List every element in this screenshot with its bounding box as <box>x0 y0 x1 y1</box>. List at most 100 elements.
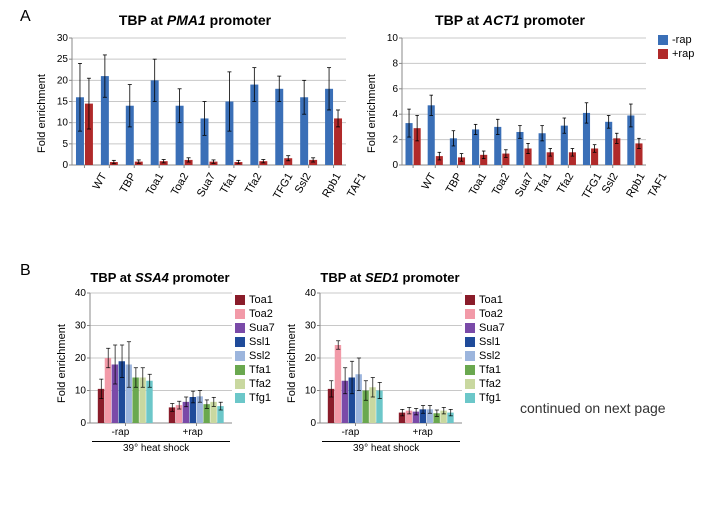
title-gene: PMA1 <box>167 12 206 28</box>
legend-swatch-plus <box>658 49 668 59</box>
legend-item: Ssl1 <box>465 336 505 348</box>
x-tick-label: WT <box>91 171 110 192</box>
legend-swatch <box>465 337 475 347</box>
legend-item: Toa2 <box>235 308 275 320</box>
title-gene: ACT1 <box>483 12 520 28</box>
chart-act1: TBP at ACT1 promoter Fold enrichment 024… <box>370 12 650 199</box>
legend-item: Sua7 <box>465 322 505 334</box>
legend-item: Toa1 <box>235 294 275 306</box>
panel-a: TBP at PMA1 promoter Fold enrichment 051… <box>40 12 710 232</box>
x-tick-label: Sua7 <box>195 171 218 199</box>
condition-label: -rap <box>342 427 360 438</box>
legend-swatch <box>465 379 475 389</box>
title-text: TBP at <box>119 12 167 28</box>
legend-item: Tfa2 <box>235 378 275 390</box>
chart-ssa4-title: TBP at SSA4 promoter <box>60 270 260 285</box>
svg-text:10: 10 <box>305 386 317 397</box>
legend-item: Tfa1 <box>465 364 505 376</box>
title-text: promoter <box>206 12 271 28</box>
svg-text:20: 20 <box>305 353 317 364</box>
x-ticks-act1: WTTBPToa1Toa2Sua7Tfa1Tfa2TFG1Ssl2Rpb1TAF… <box>370 34 650 199</box>
legend-label: Sua7 <box>249 322 275 334</box>
legend-label: Toa2 <box>249 308 273 320</box>
title-text: TBP at <box>90 270 135 285</box>
legend-label: Ssl2 <box>249 350 270 362</box>
svg-text:30: 30 <box>305 321 317 332</box>
heat-bracket <box>92 441 230 442</box>
legend-label: Tfa1 <box>479 364 501 376</box>
x-tick-label: TFG1 <box>271 171 295 201</box>
chart-sed1-svg: 0 10 20 30 40 <box>290 289 490 439</box>
legend-swatch <box>235 393 245 403</box>
x-ticks-pma1: WTTBPToa1Toa2Sua7Tfa1Tfa2TFG1Ssl2Rpb1TAF… <box>40 34 350 199</box>
legend-swatch <box>235 309 245 319</box>
legend-panel-b-1: Toa1 Toa2 Sua7 Ssl1 Ssl2 Tfa1 Tfa2 Tfg1 <box>235 294 275 406</box>
x-tick-label: Toa1 <box>467 171 489 198</box>
legend-label: Tfg1 <box>249 392 271 404</box>
legend-item: Tfg1 <box>235 392 275 404</box>
legend-label: Ssl1 <box>479 336 500 348</box>
condition-label: +rap <box>183 427 203 438</box>
condition-label: -rap <box>112 427 130 438</box>
panel-b: TBP at SSA4 promoter Fold enrichment 0 10… <box>60 270 720 500</box>
x-tick-label: Ssl2 <box>599 171 620 196</box>
legend-label: Tfa2 <box>249 378 271 390</box>
legend-label: -rap <box>672 34 692 46</box>
heat-shock-label: 39° heat shock <box>123 443 189 454</box>
svg-text:0: 0 <box>80 418 86 429</box>
legend-item: Ssl1 <box>235 336 275 348</box>
legend-label: Sua7 <box>479 322 505 334</box>
svg-text:10: 10 <box>75 386 87 397</box>
legend-panel-a: -rap +rap <box>658 34 694 62</box>
legend-item: Sua7 <box>235 322 275 334</box>
x-tick-label: Toa1 <box>144 171 166 198</box>
svg-text:40: 40 <box>305 289 317 299</box>
legend-swatch <box>235 337 245 347</box>
legend-item: Tfg1 <box>465 392 505 404</box>
chart-act1-title: TBP at ACT1 promoter <box>370 12 650 28</box>
y-axis-title: Fold enrichment <box>286 324 298 404</box>
x-tick-label: TBP <box>118 171 139 196</box>
legend-label: Tfg1 <box>479 392 501 404</box>
x-tick-label: Tfa2 <box>555 171 576 196</box>
legend-swatch <box>465 309 475 319</box>
x-tick-label: Toa2 <box>490 171 512 198</box>
legend-item: Ssl2 <box>235 350 275 362</box>
svg-text:0: 0 <box>310 418 316 429</box>
x-tick-label: Rpb1 <box>320 171 344 200</box>
heat-shock-label: 39° heat shock <box>353 443 419 454</box>
legend-label: +rap <box>672 48 694 60</box>
continued-text: continued on next page <box>520 400 666 416</box>
panel-a-label: A <box>20 8 31 26</box>
x-tick-label: Toa2 <box>169 171 191 198</box>
legend-label: Ssl2 <box>479 350 500 362</box>
x-tick-label: TBP <box>444 171 465 196</box>
y-axis-title: Fold enrichment <box>56 324 68 404</box>
legend-item-minus: -rap <box>658 34 694 46</box>
legend-swatch <box>465 393 475 403</box>
legend-item-plus: +rap <box>658 48 694 60</box>
legend-label: Tfa1 <box>249 364 271 376</box>
x-tick-label: Ssl2 <box>292 171 313 196</box>
chart-sed1-title: TBP at SED1 promoter <box>290 270 490 285</box>
title-gene: SSA4 <box>135 270 169 285</box>
legend-item: Tfa1 <box>235 364 275 376</box>
title-text: TBP at <box>435 12 483 28</box>
legend-swatch <box>235 323 245 333</box>
legend-swatch <box>465 323 475 333</box>
condition-label: +rap <box>413 427 433 438</box>
x-tick-label: WT <box>420 171 439 192</box>
chart-ssa4: TBP at SSA4 promoter Fold enrichment 010… <box>60 270 260 454</box>
chart-pma1: TBP at PMA1 promoter Fold enrichment 051… <box>40 12 350 199</box>
legend-swatch <box>465 295 475 305</box>
title-text: TBP at <box>320 270 365 285</box>
legend-swatch-minus <box>658 35 668 45</box>
svg-text:40: 40 <box>75 289 87 299</box>
legend-label: Toa1 <box>249 294 273 306</box>
svg-text:30: 30 <box>75 321 87 332</box>
x-tick-label: Sua7 <box>513 171 536 199</box>
svg-text:20: 20 <box>75 353 87 364</box>
legend-swatch <box>235 295 245 305</box>
legend-label: Tfa2 <box>479 378 501 390</box>
panel-b-label: B <box>20 262 31 280</box>
